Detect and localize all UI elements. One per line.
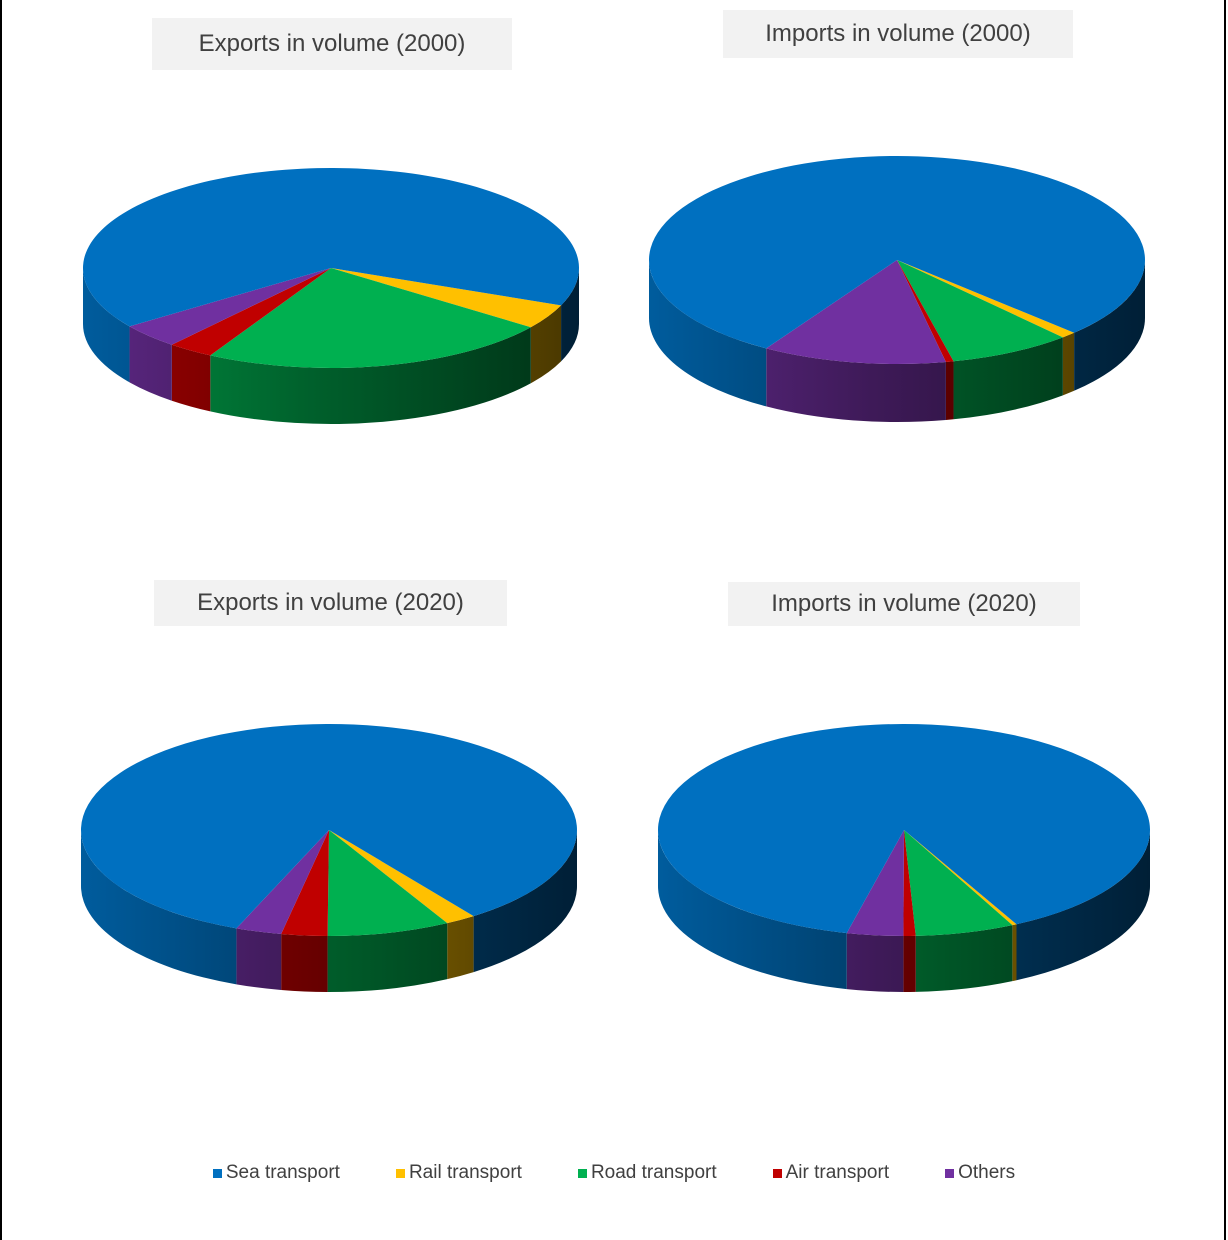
pie-chart-1 bbox=[649, 155, 1145, 422]
side-sea-2 bbox=[473, 830, 577, 973]
slice-rail-0 bbox=[331, 268, 562, 328]
side-sea-0 bbox=[561, 268, 579, 362]
side-sea-1 bbox=[649, 260, 767, 407]
slice-air-0 bbox=[171, 268, 331, 356]
side-rail-1 bbox=[1062, 332, 1075, 396]
legend-label-sea: Sea transport bbox=[225, 1162, 340, 1183]
side-sea-3 bbox=[658, 830, 847, 990]
side-air-0 bbox=[171, 344, 211, 412]
legend-swatch-sea bbox=[212, 1168, 222, 1178]
slice-sea-1 bbox=[649, 155, 1145, 349]
side-others-2 bbox=[236, 928, 282, 991]
slice-rail-2 bbox=[329, 830, 474, 924]
legend: Sea transport Rail transport Road transp… bbox=[0, 1158, 1228, 1188]
chart-title-exports-2000: Exports in volume (2000) bbox=[152, 18, 512, 70]
slice-others-1 bbox=[766, 260, 946, 364]
slice-others-3 bbox=[846, 830, 904, 936]
slice-road-0 bbox=[210, 268, 531, 368]
slice-rail-1 bbox=[897, 260, 1075, 338]
chart-title-exports-2020: Exports in volume (2020) bbox=[154, 580, 507, 626]
side-sea-3 bbox=[1016, 830, 1150, 981]
legend-item-sea: Sea transport bbox=[212, 1158, 340, 1188]
side-others-0 bbox=[129, 326, 172, 401]
side-sea-1 bbox=[1074, 260, 1145, 391]
side-road-3 bbox=[915, 925, 1013, 992]
side-others-3 bbox=[846, 933, 904, 992]
slice-rail-3 bbox=[904, 830, 1017, 926]
legend-label-rail: Rail transport bbox=[408, 1162, 522, 1183]
slice-sea-3 bbox=[657, 724, 1150, 934]
side-rail-2 bbox=[447, 916, 474, 980]
slice-others-2 bbox=[236, 830, 329, 935]
side-road-0 bbox=[210, 327, 531, 424]
slice-air-3 bbox=[903, 830, 916, 936]
chart-title-imports-2020: Imports in volume (2020) bbox=[728, 582, 1080, 626]
chart-title-imports-2000: Imports in volume (2000) bbox=[723, 10, 1073, 58]
slice-air-2 bbox=[281, 830, 329, 936]
side-rail-0 bbox=[530, 305, 562, 384]
legend-label-road: Road transport bbox=[590, 1162, 717, 1183]
pie-chart-2 bbox=[80, 724, 577, 992]
slice-road-3 bbox=[904, 830, 1013, 936]
legend-swatch-rail bbox=[395, 1168, 405, 1178]
legend-label-others: Others bbox=[958, 1162, 1016, 1183]
legend-item-others: Others bbox=[945, 1158, 1015, 1188]
slice-road-2 bbox=[327, 830, 448, 936]
side-air-1 bbox=[945, 361, 954, 420]
side-road-1 bbox=[953, 337, 1063, 420]
slice-others-0 bbox=[129, 268, 331, 345]
side-road-2 bbox=[327, 923, 448, 992]
legend-swatch-others bbox=[945, 1168, 955, 1178]
side-sea-2 bbox=[81, 830, 237, 985]
pie-chart-0 bbox=[82, 167, 579, 424]
side-air-3 bbox=[903, 935, 916, 992]
slice-sea-0 bbox=[82, 167, 579, 327]
side-rail-3 bbox=[1012, 924, 1017, 982]
legend-item-road: Road transport bbox=[577, 1158, 717, 1188]
slice-road-1 bbox=[897, 260, 1063, 362]
slice-air-1 bbox=[897, 260, 954, 362]
legend-item-air: Air transport bbox=[772, 1158, 890, 1188]
side-air-2 bbox=[281, 934, 328, 992]
legend-swatch-air bbox=[772, 1168, 782, 1178]
side-others-1 bbox=[766, 348, 946, 422]
legend-item-rail: Rail transport bbox=[395, 1158, 522, 1188]
legend-label-air: Air transport bbox=[785, 1162, 890, 1183]
pie-chart-3 bbox=[657, 724, 1150, 992]
slice-sea-2 bbox=[80, 724, 577, 929]
legend-swatch-road bbox=[577, 1168, 587, 1178]
side-sea-0 bbox=[83, 268, 130, 383]
